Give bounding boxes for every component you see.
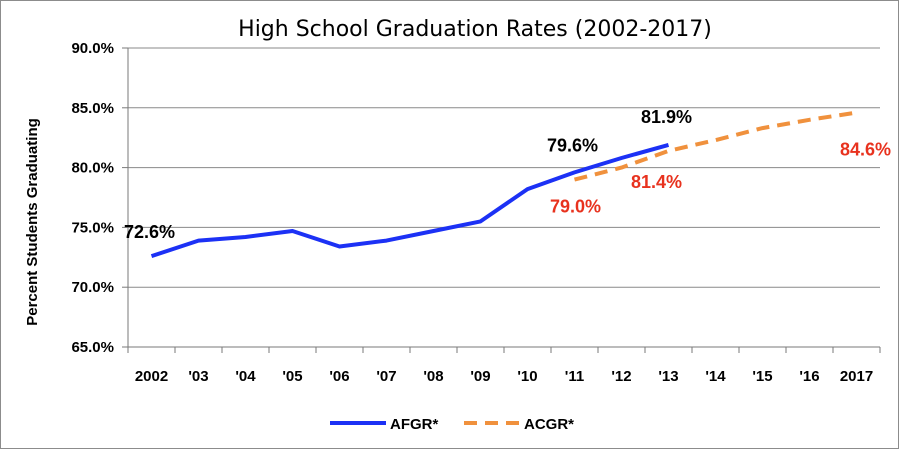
x-tick-label: '05 [282,368,302,385]
series-line-afgr [150,142,670,258]
legend-label: ACGR* [524,416,574,433]
y-tick-label: 90.0% [71,40,114,57]
data-label: 79.0% [550,197,601,217]
gridlines [128,47,880,288]
x-tick-label: '16 [799,368,819,385]
data-label: 72.6% [124,222,175,242]
x-tick-label: 2017 [840,368,873,385]
x-tick-labels: 2002 '03 '04 '05 '06 '07 '08 '09 '10 '11 '12 '13 '14… [135,368,873,385]
y-tick-label: 75.0% [71,219,114,236]
data-label: 81.9% [641,107,692,127]
x-tick-label: '12 [611,368,631,385]
x-tick-label: '04 [235,368,256,385]
x-tick-label: '07 [376,368,396,385]
data-label: 81.4% [631,172,682,192]
x-tick-label: '14 [705,368,726,385]
y-tick-label: 85.0% [71,100,114,117]
data-label: 84.6% [840,140,891,160]
x-tick-label: '08 [423,368,443,385]
x-tick-label: 2002 [135,368,168,385]
series-line-acgr [574,110,857,182]
legend: AFGR* ACGR* [330,416,574,433]
y-tick-labels: 65.0% 70.0% 75.0% 80.0% 85.0% 90.0% [71,40,114,356]
data-labels: 72.6% 79.6% 81.9% 79.0% 81.4% 84.6% [124,107,891,242]
y-tick-label: 65.0% [71,339,114,356]
y-tick-label: 70.0% [71,279,114,296]
series-lines [150,110,857,258]
y-tick-label: 80.0% [71,160,114,177]
x-tick-label: '15 [752,368,772,385]
x-tick-label: '06 [329,368,349,385]
x-tick-label: '10 [517,368,537,385]
data-label: 79.6% [547,135,598,155]
x-tick-label: '09 [470,368,490,385]
x-tick-label: '13 [658,368,678,385]
chart-title: High School Graduation Rates (2002-2017) [238,17,712,42]
axes [122,47,881,353]
legend-label: AFGR* [390,416,438,433]
x-tick-label: '11 [565,368,584,385]
y-axis-label: Percent Students Graduating [24,118,41,326]
x-tick-label: '03 [188,368,208,385]
